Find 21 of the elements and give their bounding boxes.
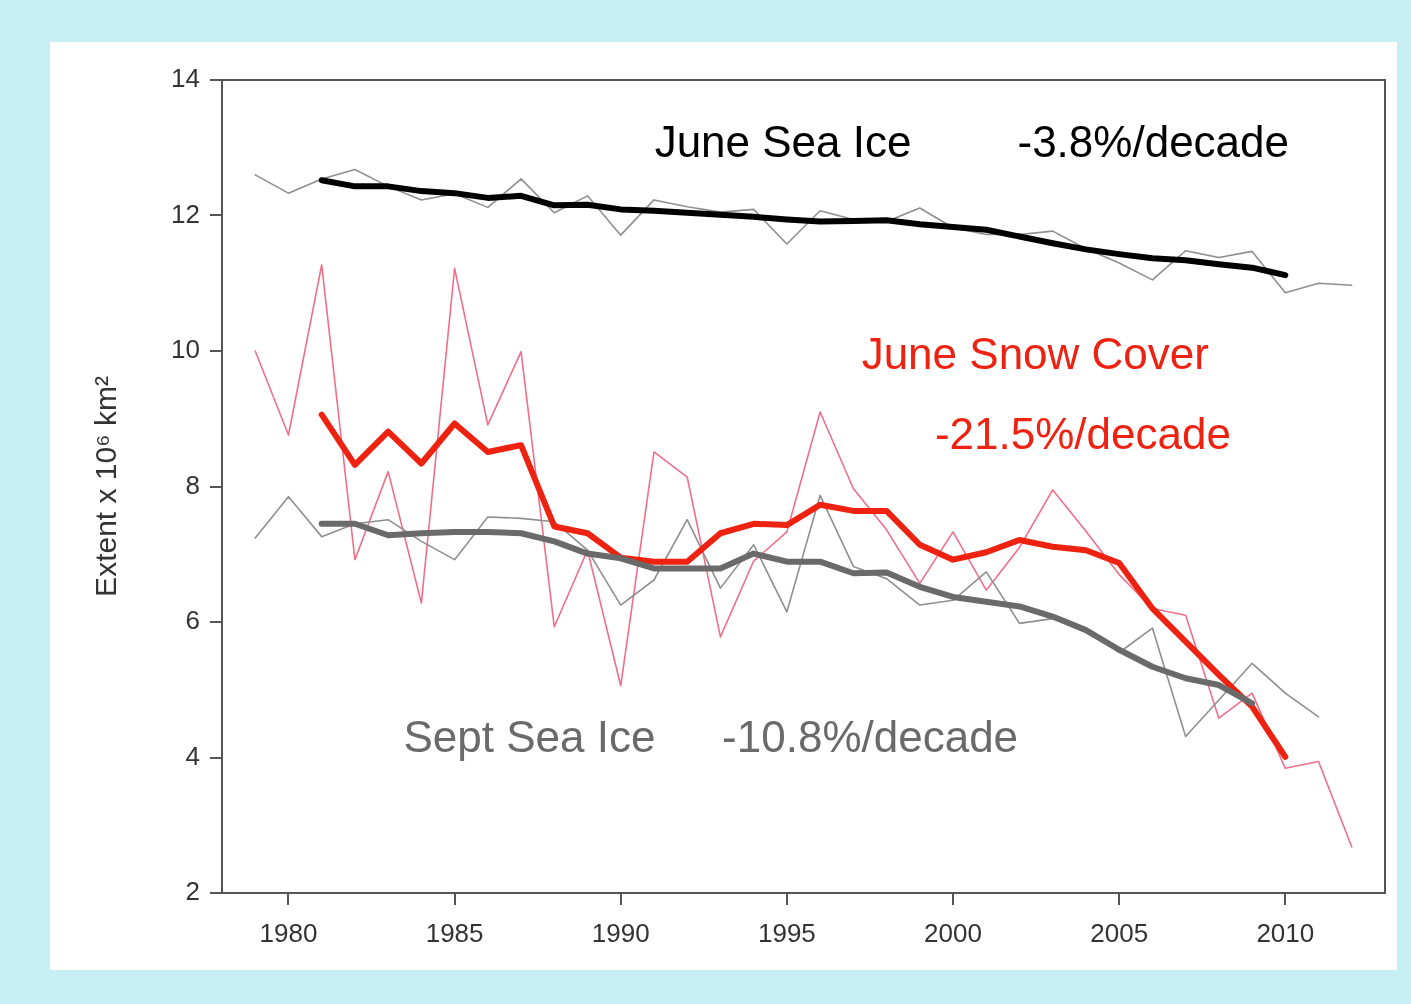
x-tick-label: 1985 — [425, 917, 484, 948]
y-tick-label: 12 — [171, 198, 200, 229]
text: June Snow Cover — [861, 329, 1209, 379]
x-tick-label: 2000 — [924, 917, 982, 948]
y-tick-label: 8 — [185, 469, 200, 500]
annotation: -10.8%/decade — [722, 712, 1019, 762]
x-tick-label: 2005 — [1090, 917, 1149, 948]
x-tick-label: 1990 — [591, 917, 650, 948]
x-tick-label: 1995 — [757, 917, 816, 948]
text: Sept Sea Ice — [403, 712, 656, 762]
series-label: June Sea Ice — [654, 117, 912, 167]
x-tick-label: 1980 — [259, 917, 318, 948]
annotation: -3.8%/decade — [1017, 117, 1290, 167]
x-tick-label: 2010 — [1256, 917, 1315, 948]
y-tick-label: 14 — [171, 63, 200, 94]
y-tick-label: 4 — [185, 740, 200, 771]
y-tick-label: 2 — [185, 876, 200, 907]
y-axis-title: Extent x 10⁶ km² — [89, 376, 123, 597]
y-tick-label: 6 — [185, 605, 200, 636]
y-tick-label: 10 — [171, 334, 200, 365]
annotation: -21.5%/decade — [934, 409, 1231, 459]
